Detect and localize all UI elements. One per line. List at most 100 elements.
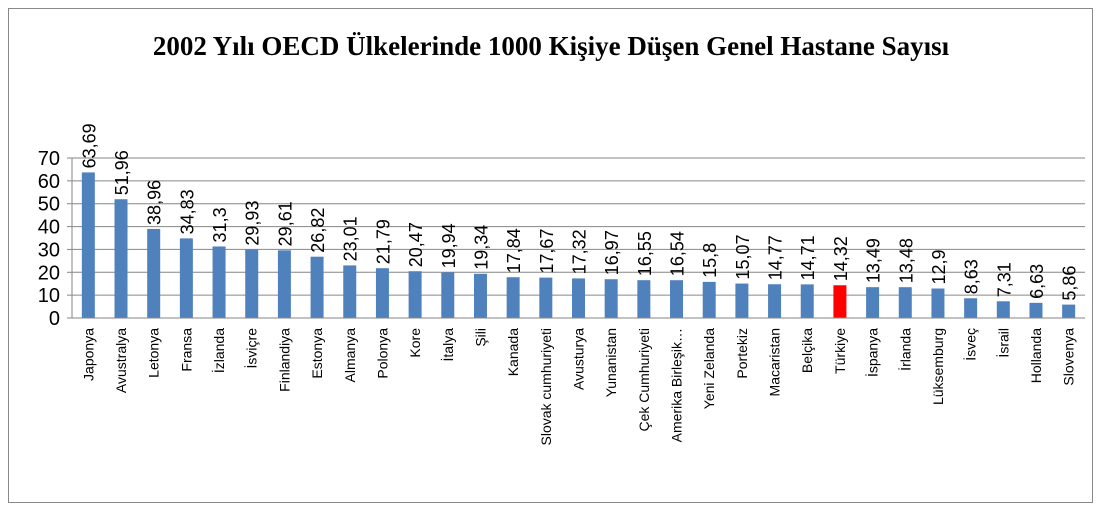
bar	[898, 287, 912, 318]
value-label: 29,61	[275, 201, 295, 246]
value-label: 13,48	[896, 238, 916, 283]
x-tick-label: Çek Cumhuriyeti	[636, 328, 652, 431]
bar	[212, 246, 226, 318]
bar	[931, 288, 945, 318]
bar	[343, 265, 357, 318]
x-tick-label: Lüksemburg	[930, 328, 946, 405]
y-tick-label: 30	[38, 239, 60, 261]
value-label: 6,63	[1027, 264, 1047, 299]
bar	[147, 228, 161, 318]
x-tick-label: İtalya	[439, 328, 456, 362]
value-label: 16,54	[668, 231, 688, 276]
chart-frame	[8, 8, 1093, 503]
value-label: 14,71	[798, 235, 818, 280]
x-tick-label: Türkiye	[832, 328, 848, 374]
y-tick-label: 20	[38, 262, 60, 284]
value-label: 15,8	[700, 243, 720, 278]
x-tick-label: Letonya	[146, 328, 162, 378]
value-label: 16,97	[602, 230, 622, 275]
bar	[702, 281, 716, 318]
x-tick-label: Finlandiya	[276, 328, 292, 392]
value-label: 15,07	[733, 235, 753, 280]
value-label: 23,01	[341, 216, 361, 261]
bar	[833, 285, 847, 318]
x-tick-label: Polonya	[374, 328, 390, 379]
bar	[866, 287, 880, 318]
value-label: 21,79	[373, 219, 393, 264]
x-tick-label: Hollanda	[1028, 328, 1044, 383]
y-tick-label: 60	[38, 171, 60, 193]
x-tick-label: İsrail	[994, 328, 1011, 358]
bar	[245, 249, 259, 318]
value-label: 13,49	[864, 238, 884, 283]
value-label: 17,67	[537, 229, 557, 274]
bar	[1062, 304, 1076, 318]
value-label: 17,32	[570, 229, 590, 274]
bar	[506, 277, 520, 318]
x-tick-label: Estonya	[309, 328, 325, 379]
value-label: 29,93	[243, 201, 263, 246]
bar	[114, 199, 128, 318]
x-tick-label: İsveç	[962, 328, 979, 361]
y-tick-label: 40	[38, 217, 60, 239]
x-tick-label: Macaristan	[767, 328, 783, 396]
bar	[310, 256, 324, 318]
bar	[670, 280, 684, 318]
value-label: 5,86	[1060, 266, 1080, 301]
x-tick-label: Kore	[407, 328, 423, 358]
bar	[375, 268, 389, 318]
value-label: 63,69	[79, 123, 99, 168]
bar	[539, 277, 553, 318]
x-tick-label: Şili	[472, 328, 488, 347]
y-tick-label: 50	[38, 194, 60, 216]
bar	[473, 273, 487, 318]
value-label: 26,82	[308, 208, 328, 253]
value-label: 20,47	[406, 222, 426, 267]
bar	[277, 250, 291, 318]
x-tick-label: Slovenya	[1061, 328, 1077, 386]
value-label: 17,84	[504, 228, 524, 273]
y-tick-label: 70	[38, 148, 60, 170]
bar	[768, 284, 782, 318]
bar	[572, 278, 585, 318]
x-tick-label: İspanya	[864, 328, 881, 377]
bar	[1029, 302, 1043, 318]
x-tick-label: Amerika Birleşik…	[669, 328, 685, 442]
bar	[735, 283, 749, 318]
value-label: 51,96	[112, 150, 132, 195]
bar	[441, 272, 455, 318]
bar	[408, 271, 422, 318]
x-tick-label: İsviçre	[243, 328, 260, 369]
x-tick-label: Yeni Zelanda	[701, 328, 717, 409]
chart-title: 2002 Yılı OECD Ülkelerinde 1000 Kişiye D…	[152, 31, 950, 61]
value-label: 7,31	[994, 262, 1014, 297]
bar	[179, 238, 193, 318]
bar	[964, 298, 978, 318]
bar	[800, 284, 814, 318]
bar	[996, 301, 1010, 318]
bar	[637, 280, 651, 318]
y-tick-label: 0	[49, 308, 60, 330]
x-tick-label: Almanya	[342, 328, 358, 383]
value-label: 16,55	[635, 231, 655, 276]
x-tick-label: Avustralya	[113, 328, 129, 393]
value-label: 14,32	[831, 236, 851, 281]
x-tick-label: Slovak cumhuriyeti	[538, 328, 554, 446]
x-tick-label: Avusturya	[571, 328, 587, 390]
y-tick-label: 10	[38, 285, 60, 307]
value-label: 14,77	[766, 235, 786, 280]
x-tick-label: Japonya	[80, 328, 96, 381]
x-tick-label: Portekiz	[734, 328, 750, 379]
value-label: 34,83	[177, 189, 197, 234]
x-tick-label: İzlanda	[210, 328, 227, 373]
bar	[81, 172, 95, 318]
x-tick-label: İrlanda	[896, 328, 913, 371]
x-tick-label: Yunanistan	[603, 328, 619, 397]
value-label: 8,63	[962, 259, 982, 294]
x-tick-label: Belçika	[799, 328, 815, 373]
x-tick-label: Kanada	[505, 328, 521, 376]
value-label: 31,3	[210, 207, 230, 242]
value-label: 38,96	[145, 180, 165, 225]
